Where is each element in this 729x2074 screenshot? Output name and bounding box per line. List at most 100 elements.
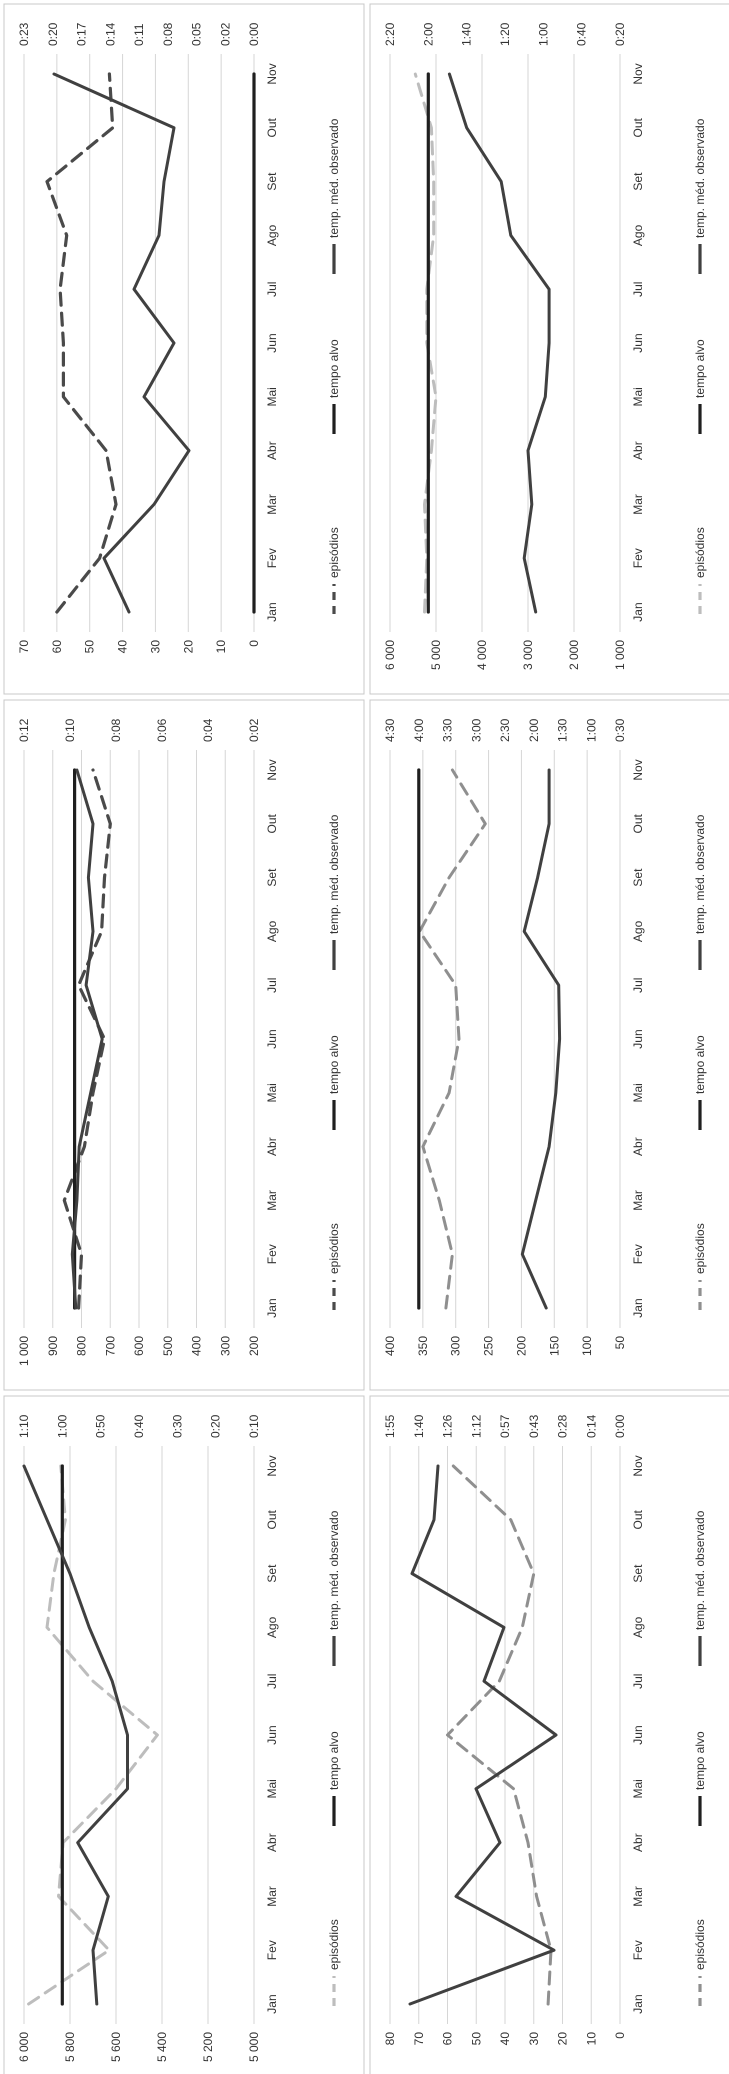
right-axis-tick-label: 0:14 xyxy=(584,1414,598,1438)
right-axis-tick-label: 0:10 xyxy=(63,718,77,742)
legend-label-target: tempo alvo xyxy=(693,1731,707,1790)
left-axis-tick-label: 10 xyxy=(214,640,228,654)
left-axis-tick-label: 6 000 xyxy=(17,2032,31,2062)
x-axis-tick-label: Ago xyxy=(265,224,279,246)
right-axis-tick-label: 0:43 xyxy=(527,1414,541,1438)
x-axis-tick-label: Out xyxy=(631,813,645,833)
left-axis-tick-label: 0 xyxy=(247,640,261,647)
right-axis-tick-label: 3:00 xyxy=(469,718,483,742)
right-axis-tick-label: 0:05 xyxy=(190,22,204,46)
left-axis-tick-label: 400 xyxy=(383,1336,397,1356)
left-axis-tick-label: 70 xyxy=(412,2032,426,2046)
panel-frame xyxy=(3,1395,365,2074)
x-axis-tick-label: Jul xyxy=(265,978,279,993)
legend-label-episodes: episódios xyxy=(693,527,707,578)
x-axis-tick-label: Fev xyxy=(631,1940,645,1960)
x-axis-tick-label: Fev xyxy=(265,1244,279,1264)
x-axis-tick-label: Set xyxy=(631,868,645,887)
left-axis-tick-label: 300 xyxy=(449,1336,463,1356)
left-axis-tick-label: 700 xyxy=(103,1336,117,1356)
x-axis-tick-label: Mai xyxy=(631,1779,645,1798)
x-axis-tick-label: Jan xyxy=(631,602,645,621)
right-axis-tick-label: 1:00 xyxy=(55,1414,69,1438)
left-axis-tick-label: 5 000 xyxy=(429,640,443,670)
x-axis-tick-label: Jan xyxy=(265,1994,279,2013)
right-axis-tick-label: 1:55 xyxy=(383,1414,397,1438)
x-axis-tick-label: Set xyxy=(631,1564,645,1583)
x-axis-tick-label: Mar xyxy=(265,1886,279,1907)
left-axis-tick-label: 5 600 xyxy=(109,2032,123,2062)
x-axis-tick-label: Mar xyxy=(265,494,279,515)
x-axis-tick-label: Jul xyxy=(631,1674,645,1689)
left-axis-tick-label: 1 000 xyxy=(613,640,627,670)
left-axis-tick-label: 5 000 xyxy=(247,2032,261,2062)
series-line-episodes xyxy=(62,768,112,1310)
legend-label-episodes: episódios xyxy=(327,1919,341,1970)
left-axis-tick-label: 100 xyxy=(580,1336,594,1356)
left-axis-tick-label: 5 800 xyxy=(63,2032,77,2062)
left-axis-tick-label: 350 xyxy=(416,1336,430,1356)
legend-label-episodes: episódios xyxy=(693,1919,707,1970)
right-axis-tick-label: 1:40 xyxy=(460,22,474,46)
x-axis-tick-label: Out xyxy=(265,1509,279,1529)
left-axis-tick-label: 900 xyxy=(46,1336,60,1356)
x-axis-tick-label: Nov xyxy=(265,759,279,780)
legend-label-target: tempo alvo xyxy=(327,1035,341,1094)
x-axis-tick-label: Mar xyxy=(265,1190,279,1211)
right-axis-tick-label: 0:06 xyxy=(155,718,169,742)
legend-label-observed: temp. méd. observado xyxy=(693,1510,707,1630)
x-axis-tick-label: Nov xyxy=(265,1455,279,1476)
x-axis-tick-label: Jun xyxy=(631,1029,645,1048)
left-axis-tick-label: 70 xyxy=(17,640,31,654)
right-axis-tick-label: 4:30 xyxy=(383,718,397,742)
x-axis-tick-label: Fev xyxy=(265,548,279,568)
legend-label-target: tempo alvo xyxy=(693,339,707,398)
x-axis-tick-label: Abr xyxy=(265,1137,279,1156)
right-axis-tick-label: 0:40 xyxy=(575,22,589,46)
x-axis-tick-label: Out xyxy=(631,117,645,137)
right-axis-tick-label: 0:17 xyxy=(75,22,89,46)
left-axis-tick-label: 3 000 xyxy=(521,640,535,670)
x-axis-tick-label: Set xyxy=(631,172,645,191)
right-axis-tick-label: 0:08 xyxy=(161,22,175,46)
left-axis-tick-label: 300 xyxy=(218,1336,232,1356)
right-axis-tick-label: 1:20 xyxy=(498,22,512,46)
right-axis-tick-label: 2:00 xyxy=(421,22,435,46)
right-axis-tick-label: 2:00 xyxy=(527,718,541,742)
x-axis-tick-label: Out xyxy=(265,813,279,833)
left-axis-tick-label: 6 000 xyxy=(383,640,397,670)
left-axis-tick-label: 50 xyxy=(83,640,97,654)
x-axis-tick-label: Ago xyxy=(265,920,279,942)
right-axis-tick-label: 1:30 xyxy=(556,718,570,742)
x-axis-tick-label: Jul xyxy=(265,1674,279,1689)
left-axis-tick-label: 10 xyxy=(584,2032,598,2046)
x-axis-tick-label: Mai xyxy=(265,1083,279,1102)
left-axis-tick-label: 60 xyxy=(50,640,64,654)
right-axis-tick-label: 1:00 xyxy=(536,22,550,46)
right-axis-tick-label: 0:28 xyxy=(556,1414,570,1438)
legend-label-observed: temp. méd. observado xyxy=(693,118,707,238)
right-axis-tick-label: 0:14 xyxy=(103,22,117,46)
panel-frame xyxy=(369,699,729,1391)
x-axis-tick-label: Set xyxy=(265,1564,279,1583)
legend-label-observed: temp. méd. observado xyxy=(327,814,341,934)
left-axis-tick-label: 0 xyxy=(613,2032,627,2039)
left-axis-tick-label: 50 xyxy=(613,1336,627,1350)
series-line-episodes xyxy=(45,72,118,614)
left-axis-tick-label: 500 xyxy=(161,1336,175,1356)
panel-frame xyxy=(3,3,365,695)
chart-panel-6: 0 10 20 30 40 50 60 70 80 0:00 0:14 0:28 0:43 0:57 1:1… xyxy=(369,1395,729,2074)
series-line-observed xyxy=(447,72,551,614)
left-axis-tick-label: 600 xyxy=(132,1336,146,1356)
x-axis-tick-label: Jun xyxy=(631,1725,645,1744)
x-axis-tick-label: Abr xyxy=(631,441,645,460)
right-axis-tick-label: 1:40 xyxy=(412,1414,426,1438)
left-axis-tick-label: 40 xyxy=(498,2032,512,2046)
legend-label-episodes: episódios xyxy=(327,527,341,578)
right-axis-tick-label: 0:00 xyxy=(613,1414,627,1438)
x-axis-tick-label: Mai xyxy=(631,1083,645,1102)
right-axis-tick-label: 0:57 xyxy=(498,1414,512,1438)
x-axis-tick-label: Ago xyxy=(265,1616,279,1638)
right-axis-tick-label: 0:02 xyxy=(247,718,261,742)
right-axis-tick-label: 0:00 xyxy=(247,22,261,46)
